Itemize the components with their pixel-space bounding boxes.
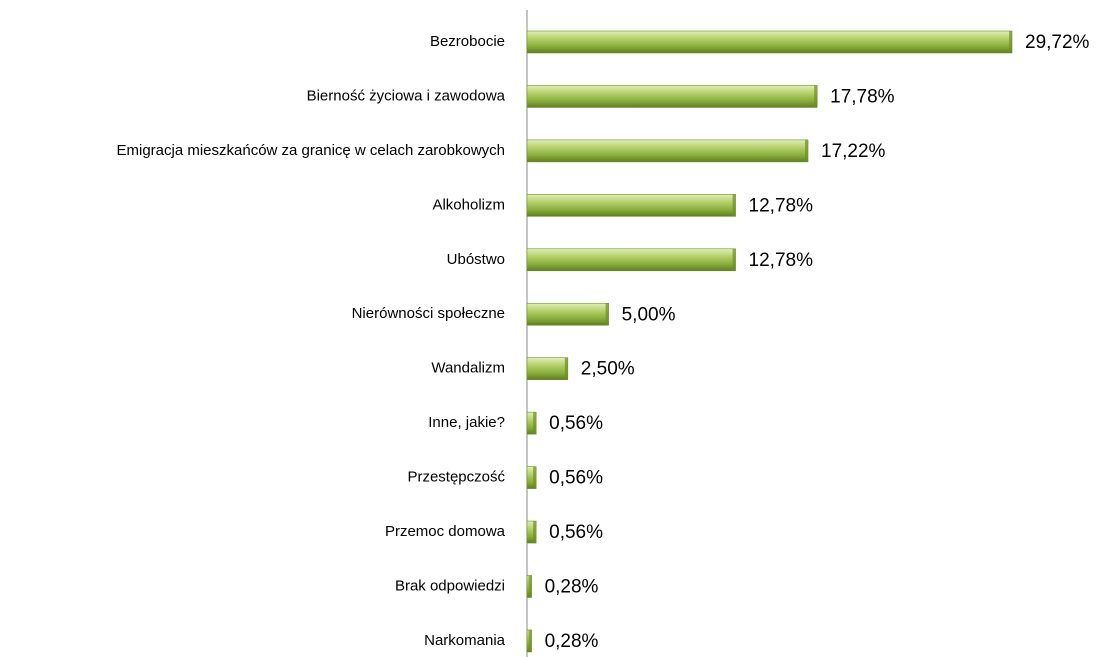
category-label: Bezrobocie xyxy=(430,33,505,50)
value-label: 0,56% xyxy=(549,468,603,489)
value-label: 12,78% xyxy=(749,195,814,216)
category-label: Ubóstwo xyxy=(447,251,505,268)
bar xyxy=(526,302,609,326)
bar-cap xyxy=(564,357,568,380)
bar xyxy=(526,357,569,381)
bar xyxy=(526,139,809,163)
category-label: Narkomania xyxy=(424,632,506,649)
bar-cap xyxy=(1009,31,1012,53)
category-label: Alkoholizm xyxy=(432,196,505,213)
value-label: 0,28% xyxy=(545,577,599,598)
value-label: 0,56% xyxy=(549,522,603,543)
category-label: Przestępczość xyxy=(407,469,505,486)
value-label: 0,56% xyxy=(549,413,603,434)
bar xyxy=(526,248,736,272)
category-label: Nierówności społeczne xyxy=(352,305,505,322)
value-label: 17,22% xyxy=(821,141,886,162)
value-label: 2,50% xyxy=(581,359,635,380)
value-label: 29,72% xyxy=(1025,32,1090,53)
bar-cap xyxy=(533,466,537,489)
bar-cap xyxy=(605,303,609,326)
category-label: Emigracja mieszkańców za granicę w celac… xyxy=(117,142,506,159)
value-label: 5,00% xyxy=(622,304,676,325)
bar-cap xyxy=(805,139,809,162)
value-label: 12,78% xyxy=(749,250,814,271)
bar-cap xyxy=(533,412,537,435)
category-label: Przemoc domowa xyxy=(385,523,506,540)
bar-cap xyxy=(814,85,818,108)
category-label: Wandalizm xyxy=(431,360,505,377)
value-label: 17,78% xyxy=(830,86,895,107)
bar-cap xyxy=(533,521,537,544)
category-label: Brak odpowiedzi xyxy=(395,577,505,594)
bar-cap xyxy=(732,248,736,271)
category-label: Inne, jakie? xyxy=(428,414,505,431)
bar xyxy=(526,85,818,108)
bar xyxy=(526,30,1013,54)
category-label: Bierność życiowa i zawodowa xyxy=(307,87,506,104)
bar xyxy=(526,194,736,217)
value-label: 0,28% xyxy=(545,631,599,652)
bar-cap xyxy=(732,194,736,217)
bar-cap xyxy=(528,575,532,598)
bar-cap xyxy=(528,629,532,652)
